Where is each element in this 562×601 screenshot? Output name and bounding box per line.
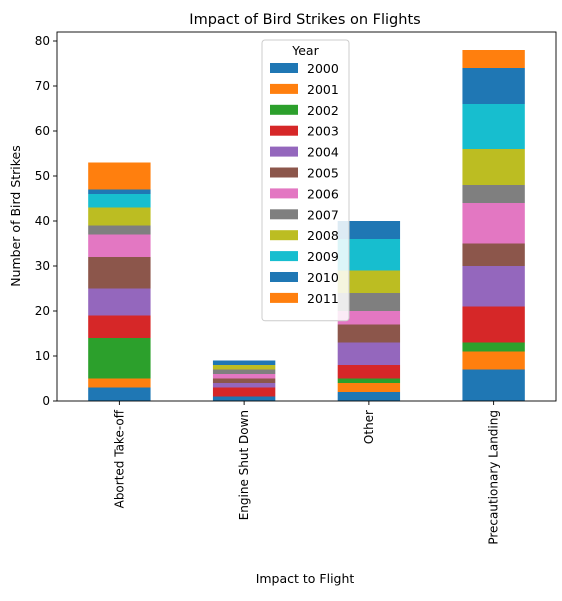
bar-segment-2010-4 xyxy=(462,68,524,104)
bar-segment-2002-3 xyxy=(338,379,400,384)
legend-swatch-2003 xyxy=(270,126,298,136)
legend-swatch-2011 xyxy=(270,293,298,303)
legend-label-2000: 2000 xyxy=(307,61,339,76)
bar-segment-2004-4 xyxy=(462,266,524,307)
y-tick-label: 50 xyxy=(35,169,50,183)
bar-segment-2005-2 xyxy=(213,379,275,384)
legend-label-2008: 2008 xyxy=(307,228,339,243)
bar-segment-2002-4 xyxy=(462,343,524,352)
y-axis-label: Number of Bird Strikes xyxy=(8,145,23,287)
legend-label-2005: 2005 xyxy=(307,166,339,181)
bar-segment-2009-4 xyxy=(462,104,524,149)
bar-segment-2001-3 xyxy=(338,383,400,392)
x-tick-label: Aborted Take-off xyxy=(112,409,126,508)
legend-swatch-2010 xyxy=(270,272,298,282)
bar-segment-2008-2 xyxy=(213,365,275,370)
bar-segment-2009-1 xyxy=(88,194,150,208)
x-axis-label: Impact to Flight xyxy=(256,571,355,586)
legend: Year 2000 2001 2002 2003 2004 2005 2006 2007 2008… xyxy=(262,40,349,321)
y-tick-label: 10 xyxy=(35,349,50,363)
bar-segment-2001-4 xyxy=(462,352,524,370)
bar-segment-2011-1 xyxy=(88,163,150,190)
x-tick-label: Precautionary Landing xyxy=(487,410,501,545)
bar-segment-2000-1 xyxy=(88,388,150,402)
legend-label-2004: 2004 xyxy=(307,145,339,160)
bar-segment-2005-4 xyxy=(462,244,524,267)
chart-title: Impact of Bird Strikes on Flights xyxy=(189,12,420,28)
legend-swatch-2000 xyxy=(270,63,298,73)
legend-swatch-2005 xyxy=(270,168,298,178)
bar-segment-2008-1 xyxy=(88,208,150,226)
y-tick-label: 80 xyxy=(35,34,50,48)
legend-swatch-2002 xyxy=(270,105,298,115)
bar-segment-2000-2 xyxy=(213,397,275,402)
legend-label-2002: 2002 xyxy=(307,103,339,118)
legend-label-2006: 2006 xyxy=(307,186,339,201)
bar-segment-2000-3 xyxy=(338,392,400,401)
y-tick-label: 40 xyxy=(35,214,50,228)
legend-swatch-2001 xyxy=(270,84,298,94)
bar-segment-2005-1 xyxy=(88,257,150,289)
bar-segment-2003-4 xyxy=(462,307,524,343)
legend-label-2010: 2010 xyxy=(307,270,339,285)
plot-area: 0 10 20 30 40 50 60 70 80 Aborted Take-off Engine … xyxy=(35,32,556,545)
legend-label-2007: 2007 xyxy=(307,207,339,222)
bar-segment-2002-1 xyxy=(88,338,150,379)
bar-segment-2004-2 xyxy=(213,383,275,388)
bar-segment-2003-2 xyxy=(213,388,275,397)
bar-segment-2000-4 xyxy=(462,370,524,402)
legend-label-2001: 2001 xyxy=(307,82,339,97)
x-tick-label: Other xyxy=(362,410,376,444)
bar-segment-2006-4 xyxy=(462,203,524,244)
bar-segment-2004-3 xyxy=(338,343,400,366)
x-tick-label: Engine Shut Down xyxy=(237,410,251,520)
bar-segment-2003-1 xyxy=(88,316,150,339)
bar-segment-2007-2 xyxy=(213,370,275,375)
y-tick-label: 0 xyxy=(42,394,50,408)
y-tick-label: 30 xyxy=(35,259,50,273)
bar-segment-2007-4 xyxy=(462,185,524,203)
legend-swatch-2004 xyxy=(270,147,298,157)
y-tick-label: 70 xyxy=(35,79,50,93)
legend-label-2011: 2011 xyxy=(307,291,339,306)
legend-swatch-2006 xyxy=(270,188,298,198)
bar-segment-2010-2 xyxy=(213,361,275,366)
bar-segment-2004-1 xyxy=(88,289,150,316)
y-tick-label: 20 xyxy=(35,304,50,318)
bar-segment-2005-3 xyxy=(338,325,400,343)
y-tick-label: 60 xyxy=(35,124,50,138)
bar-segment-2006-1 xyxy=(88,235,150,258)
bar-segment-2010-1 xyxy=(88,190,150,195)
legend-title: Year xyxy=(291,43,319,58)
legend-label-2003: 2003 xyxy=(307,124,339,139)
bar-segment-2003-3 xyxy=(338,365,400,379)
bar-segment-2001-1 xyxy=(88,379,150,388)
legend-swatch-2009 xyxy=(270,251,298,261)
bar-segment-2011-4 xyxy=(462,50,524,68)
legend-label-2009: 2009 xyxy=(307,249,339,264)
legend-swatch-2008 xyxy=(270,230,298,240)
bar-segment-2008-4 xyxy=(462,149,524,185)
bar-segment-2006-2 xyxy=(213,374,275,379)
bar-segment-2007-1 xyxy=(88,226,150,235)
legend-swatch-2007 xyxy=(270,209,298,219)
